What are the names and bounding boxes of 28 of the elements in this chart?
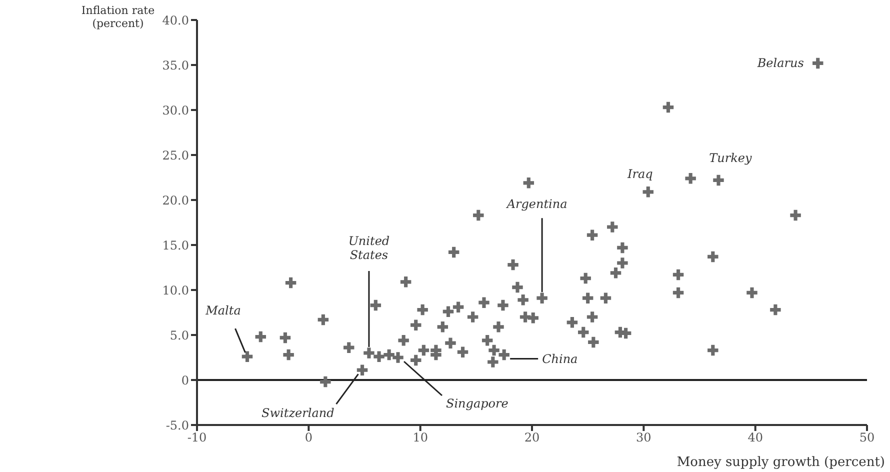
annotation: United States	[348, 234, 390, 262]
y-axis-title: Inflation rate (percent)	[81, 4, 155, 30]
y-tick-label: 40.0	[162, 13, 189, 28]
y-tick-label: 20.0	[162, 193, 189, 208]
annotation: Iraq	[626, 166, 654, 181]
annotation: China	[542, 352, 578, 366]
x-tick-label: -10	[187, 430, 207, 445]
annotation: Argentina	[506, 197, 568, 212]
x-tick-label: 0	[304, 430, 312, 445]
x-tick-label: 30	[636, 430, 652, 445]
annotation: Switzerland	[262, 406, 335, 420]
annotation: Malta	[204, 304, 241, 318]
y-tick-label: 30.0	[162, 103, 189, 118]
y-tick-label: -5.0	[166, 418, 189, 432]
x-axis-title: Money supply growth (percent)	[676, 455, 885, 470]
y-tick-label: 25.0	[162, 148, 189, 162]
y-tick-label: 10.0	[162, 283, 189, 298]
y-tick-label: 0	[181, 373, 189, 388]
annotation: Belarus	[756, 56, 804, 70]
annotation: Singapore	[446, 396, 508, 410]
x-tick-label: 50	[859, 430, 875, 445]
y-tick-label: 15.0	[162, 238, 189, 252]
y-tick-label: 35.0	[162, 58, 189, 72]
annotation: Turkey	[709, 151, 752, 166]
x-tick-label: 40	[748, 430, 763, 445]
x-tick-label: 20	[524, 430, 540, 445]
y-tick-label: 5.0	[170, 328, 189, 342]
x-tick-label: 10	[412, 430, 428, 445]
